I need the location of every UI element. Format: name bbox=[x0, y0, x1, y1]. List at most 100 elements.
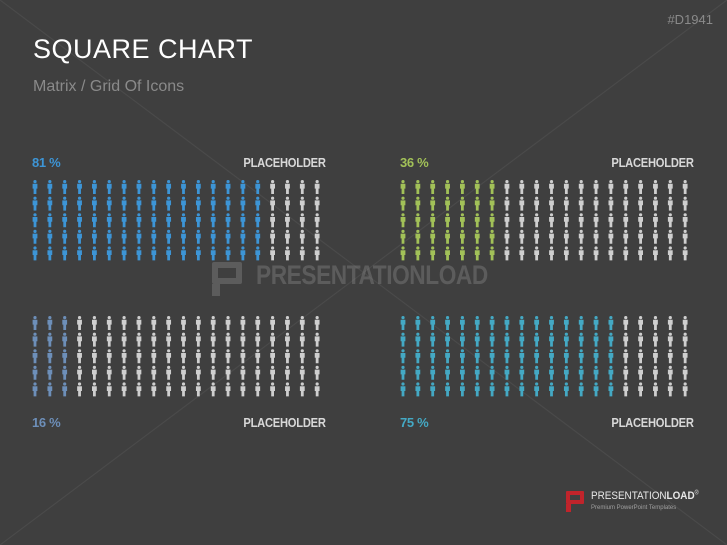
person-icon-active bbox=[92, 180, 97, 194]
person-icon-inactive bbox=[593, 213, 599, 228]
person-icon-inactive bbox=[623, 332, 629, 347]
person-icon-active bbox=[121, 246, 127, 261]
person-icon-inactive bbox=[106, 332, 112, 347]
person-icon-inactive bbox=[210, 382, 216, 397]
person-icon-inactive bbox=[653, 365, 658, 380]
person-icon-inactive bbox=[240, 316, 246, 330]
person-icon-inactive bbox=[623, 365, 629, 380]
person-icon-inactive bbox=[314, 246, 320, 261]
person-icon-inactive bbox=[299, 349, 305, 364]
person-icon-active bbox=[225, 229, 231, 244]
person-icon-inactive bbox=[299, 365, 305, 380]
person-icon-active bbox=[549, 382, 554, 397]
person-icon-inactive bbox=[151, 365, 157, 380]
person-icon-active bbox=[519, 332, 525, 347]
person-icon-active bbox=[593, 382, 599, 397]
person-icon-active bbox=[136, 229, 142, 244]
person-icon-active bbox=[400, 180, 406, 194]
person-icon-inactive bbox=[608, 246, 614, 261]
person-icon-active bbox=[474, 180, 480, 194]
person-icon-inactive bbox=[638, 213, 643, 228]
person-icon-active bbox=[32, 365, 38, 380]
person-icon-inactive bbox=[240, 332, 246, 347]
person-icon-inactive bbox=[504, 246, 510, 261]
person-icon-active bbox=[181, 213, 186, 228]
person-icon-active bbox=[489, 365, 495, 380]
person-icon-inactive bbox=[181, 349, 186, 364]
person-icon-active bbox=[240, 180, 246, 194]
person-icon-inactive bbox=[578, 180, 584, 194]
person-icon-active bbox=[430, 332, 436, 347]
person-icon-active bbox=[460, 180, 465, 194]
person-icon-inactive bbox=[504, 180, 510, 194]
person-icon-inactive bbox=[638, 180, 643, 194]
person-icon-inactive bbox=[653, 246, 658, 261]
person-icon-inactive bbox=[225, 332, 231, 347]
person-icon-active bbox=[460, 365, 465, 380]
person-icon-active bbox=[106, 246, 112, 261]
person-icon-active bbox=[32, 382, 38, 397]
person-icon-active bbox=[32, 229, 38, 244]
person-icon-inactive bbox=[151, 349, 157, 364]
person-icon-inactive bbox=[314, 382, 320, 397]
person-icon-inactive bbox=[623, 196, 629, 211]
person-icon-active bbox=[593, 349, 599, 364]
person-icon-active bbox=[474, 229, 480, 244]
person-icon-active bbox=[32, 316, 38, 330]
person-icon-active bbox=[151, 246, 157, 261]
person-icon-inactive bbox=[667, 382, 673, 397]
person-icon-active bbox=[460, 382, 465, 397]
person-icon-active bbox=[195, 213, 201, 228]
person-icon-inactive bbox=[563, 180, 569, 194]
person-icon-inactive bbox=[299, 180, 305, 194]
person-icon-active bbox=[195, 246, 201, 261]
person-icon-active bbox=[136, 180, 142, 194]
person-icon-inactive bbox=[667, 180, 673, 194]
person-icon-active bbox=[166, 180, 172, 194]
person-icon-active bbox=[181, 229, 186, 244]
person-icon-inactive bbox=[638, 246, 643, 261]
person-icon-active bbox=[166, 246, 172, 261]
person-icon-inactive bbox=[151, 332, 157, 347]
person-icon-active bbox=[608, 365, 614, 380]
person-icon-inactive bbox=[77, 316, 82, 330]
person-icon-active bbox=[608, 332, 614, 347]
person-icon-inactive bbox=[653, 229, 658, 244]
person-icon-active bbox=[563, 316, 569, 330]
person-icon-inactive bbox=[92, 332, 97, 347]
person-icon-active bbox=[430, 213, 436, 228]
person-icon-inactive bbox=[106, 349, 112, 364]
person-icon-inactive bbox=[92, 382, 97, 397]
person-icon-inactive bbox=[255, 365, 261, 380]
person-icon-inactive bbox=[549, 229, 554, 244]
person-icon-active bbox=[47, 349, 53, 364]
person-icon-active bbox=[32, 213, 38, 228]
person-icon-inactive bbox=[667, 229, 673, 244]
person-icon-inactive bbox=[593, 180, 599, 194]
person-icon-active bbox=[77, 229, 82, 244]
person-icon-active bbox=[210, 213, 216, 228]
person-icon-active bbox=[415, 180, 421, 194]
person-icon-inactive bbox=[299, 213, 305, 228]
person-icon-active bbox=[445, 180, 450, 194]
person-icon-active bbox=[563, 349, 569, 364]
chart-footer: 75 % PLACEHOLDER bbox=[400, 415, 694, 433]
person-icon-inactive bbox=[593, 246, 599, 261]
person-icon-active bbox=[255, 180, 261, 194]
logo-brand-regular: PRESENTATION bbox=[591, 490, 667, 502]
person-icon-active bbox=[195, 229, 201, 244]
watermark: PRESENTATIONLOAD bbox=[210, 258, 520, 298]
person-icon-inactive bbox=[106, 382, 112, 397]
person-icon-active bbox=[504, 365, 510, 380]
person-icon-active bbox=[519, 365, 525, 380]
watermark-text: PRESENTATIONLOAD bbox=[256, 260, 488, 290]
person-icon-inactive bbox=[121, 365, 127, 380]
person-icon-inactive bbox=[255, 332, 261, 347]
person-icon-inactive bbox=[270, 382, 275, 397]
person-icon-active bbox=[415, 196, 421, 211]
person-icon-inactive bbox=[534, 180, 540, 194]
person-icon-active bbox=[578, 316, 584, 330]
person-icon-active bbox=[534, 316, 540, 330]
person-icon-inactive bbox=[682, 213, 688, 228]
person-icon-active bbox=[415, 229, 421, 244]
